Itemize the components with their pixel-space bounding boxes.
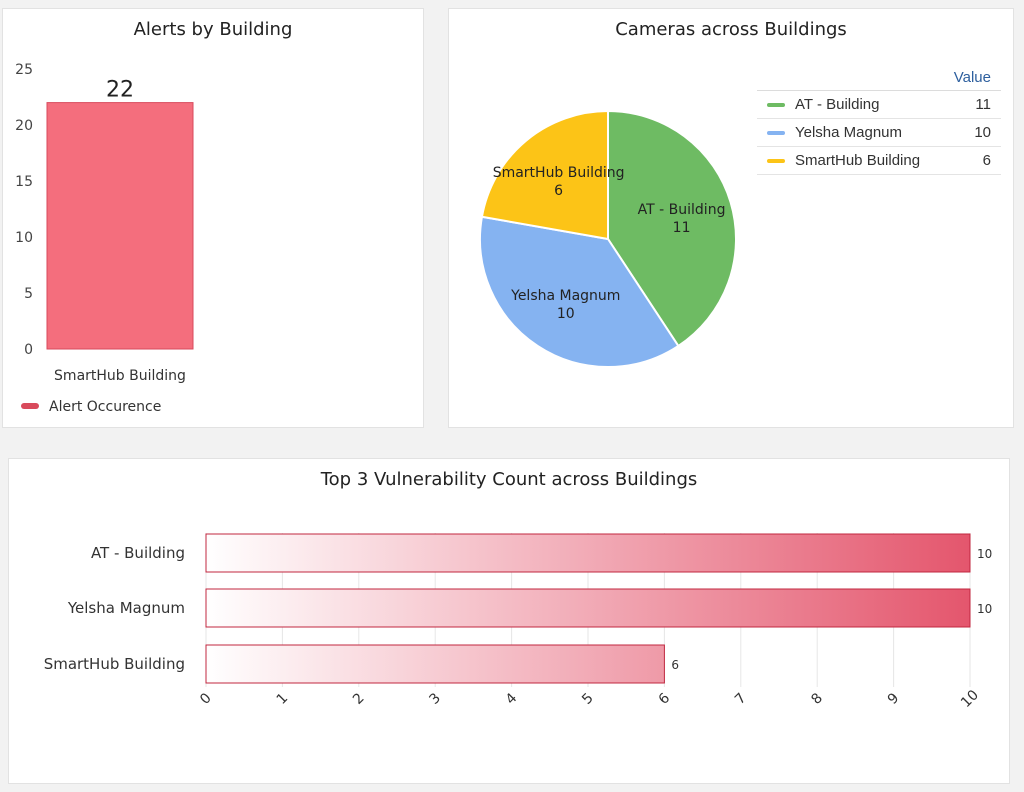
bar-data-label: 22 bbox=[106, 78, 134, 103]
x-tick-label: 1 bbox=[274, 690, 292, 708]
pie-slice-label: Yelsha Magnum bbox=[510, 288, 620, 304]
cameras-pie-chart: AT - Building 11 Yelsha Magnum 10 SmartHub B… bbox=[479, 109, 737, 368]
legend-label[interactable]: Alert Occurence bbox=[49, 399, 161, 415]
legend-row[interactable]: AT - Building 11 bbox=[757, 90, 1001, 119]
vulnerability-panel: Top 3 Vulnerability Count across Buildin… bbox=[8, 458, 1010, 784]
bar-data-label: 6 bbox=[671, 658, 679, 672]
x-tick-label: 4 bbox=[503, 690, 521, 708]
pie-slice[interactable] bbox=[480, 109, 609, 241]
x-tick-label: 6 bbox=[656, 690, 674, 708]
legend-label: AT - Building bbox=[795, 96, 880, 113]
legend-swatch bbox=[767, 159, 785, 164]
x-tick-label: 10 bbox=[958, 687, 982, 711]
legend-row[interactable]: Yelsha Magnum 10 bbox=[757, 118, 1001, 147]
y-tick-label: 0 bbox=[24, 342, 33, 358]
legend-value: 6 bbox=[966, 146, 1001, 175]
legend-label: SmartHub Building bbox=[795, 152, 921, 169]
x-tick-label: 5 bbox=[579, 690, 597, 708]
pie-slice-label: SmartHub Building bbox=[493, 165, 625, 181]
legend-value: 11 bbox=[966, 90, 1001, 119]
bar-data-label: 10 bbox=[977, 602, 992, 616]
vulnerability-bar[interactable] bbox=[205, 533, 971, 573]
legend-value: 10 bbox=[966, 118, 1001, 147]
x-tick-label: 8 bbox=[808, 690, 826, 708]
legend-value-header: Value bbox=[757, 61, 1001, 91]
y-tick-label: 20 bbox=[15, 118, 33, 134]
cameras-title: Cameras across Buildings bbox=[615, 19, 847, 40]
pie-slice-value: 10 bbox=[557, 306, 575, 322]
legend-swatch bbox=[21, 403, 39, 409]
legend-label: Yelsha Magnum bbox=[795, 124, 903, 141]
pie-slice-value: 11 bbox=[673, 220, 691, 236]
cameras-panel: Cameras across Buildings AT - Building 11… bbox=[448, 8, 1014, 428]
y-tick-label: 5 bbox=[24, 286, 33, 302]
alerts-chart: 25 20 15 10 5 0 22 SmartHub Building Alert Occur… bbox=[15, 62, 194, 415]
legend-swatch bbox=[767, 103, 785, 108]
cameras-legend: Value AT - Building 11 Yelsha Magnum 10 Smar… bbox=[757, 61, 1001, 175]
x-tick-label: 0 bbox=[197, 690, 215, 708]
y-tick-label: 25 bbox=[15, 62, 33, 78]
x-tick-label: 9 bbox=[885, 690, 903, 708]
legend-row[interactable]: SmartHub Building 6 bbox=[757, 146, 1001, 175]
y-tick-label: 10 bbox=[15, 230, 33, 246]
pie-slice[interactable] bbox=[479, 215, 680, 368]
y-tick-label: 15 bbox=[15, 174, 33, 190]
vulnerability-title: Top 3 Vulnerability Count across Buildin… bbox=[320, 469, 698, 490]
legend-swatch bbox=[767, 131, 785, 136]
vulnerability-bar[interactable] bbox=[205, 588, 971, 628]
x-tick-label: 7 bbox=[732, 690, 750, 708]
alerts-title: Alerts by Building bbox=[133, 19, 293, 40]
x-category-label: SmartHub Building bbox=[54, 368, 186, 384]
bar-data-label: 10 bbox=[977, 547, 992, 561]
x-tick-label: 2 bbox=[350, 690, 368, 708]
pie-slice-value: 6 bbox=[554, 183, 563, 199]
x-tick-label: 3 bbox=[426, 690, 444, 708]
y-category-label: SmartHub Building bbox=[44, 655, 185, 673]
pie-slice-label: AT - Building bbox=[638, 202, 726, 218]
y-category-label: AT - Building bbox=[91, 544, 185, 562]
y-category-label: Yelsha Magnum bbox=[67, 599, 185, 617]
vulnerability-chart: 0 1 2 3 4 5 6 7 8 9 10 AT - Building 10 Yelsha Magnum… bbox=[44, 533, 992, 711]
alerts-panel: Alerts by Building 25 20 15 10 5 0 22 SmartHub … bbox=[2, 8, 424, 428]
bar-alert-occurence[interactable] bbox=[46, 102, 194, 350]
vulnerability-bar[interactable] bbox=[205, 644, 665, 684]
